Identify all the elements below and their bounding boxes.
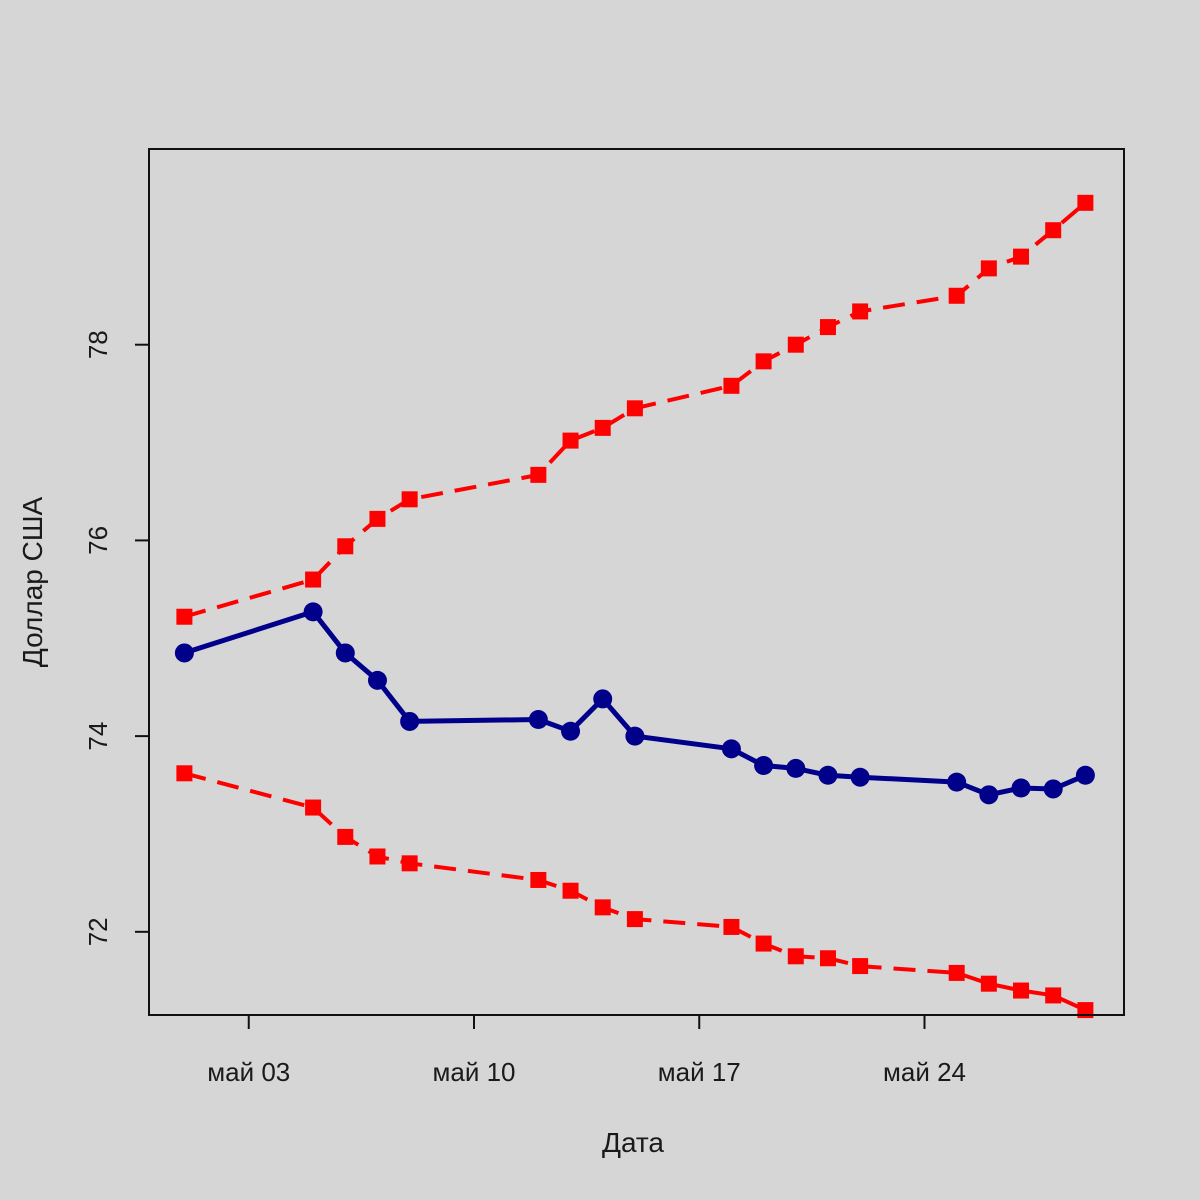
data-point-upper (369, 510, 386, 527)
data-point-upper (305, 571, 322, 588)
data-point-forecast (335, 643, 355, 663)
data-point-upper (755, 353, 772, 370)
data-point-forecast (1075, 765, 1095, 785)
data-point-upper (1077, 194, 1094, 211)
data-point-upper (819, 319, 836, 336)
data-point-lower (1045, 987, 1062, 1004)
data-point-forecast (593, 689, 613, 709)
data-point-lower (1013, 982, 1030, 999)
data-point-forecast (786, 758, 806, 778)
data-point-forecast (174, 643, 194, 663)
data-point-lower (948, 964, 965, 981)
data-point-forecast (625, 726, 645, 746)
data-point-lower (562, 882, 579, 899)
data-point-lower (401, 855, 418, 872)
data-point-upper (401, 491, 418, 508)
data-point-lower (723, 918, 740, 935)
data-point-forecast (979, 785, 999, 805)
data-point-upper (948, 287, 965, 304)
data-point-lower (337, 828, 354, 845)
data-point-forecast (721, 739, 741, 759)
data-point-upper (723, 377, 740, 394)
y-tick-label: 72 (83, 917, 113, 946)
data-point-lower (819, 950, 836, 967)
y-tick-label: 76 (83, 526, 113, 555)
data-point-lower (980, 975, 997, 992)
series-line-forecast (183, 609, 1087, 798)
data-point-forecast (303, 602, 323, 622)
data-point-lower (787, 948, 804, 965)
data-point-forecast (561, 721, 581, 741)
data-point-upper (980, 260, 997, 277)
data-point-forecast (367, 670, 387, 690)
data-point-upper (852, 303, 869, 320)
data-point-forecast (754, 755, 774, 775)
y-tick-label: 78 (83, 330, 113, 359)
data-point-lower (755, 935, 772, 952)
data-point-upper (1045, 222, 1062, 239)
data-point-forecast (1011, 778, 1031, 798)
data-point-lower (594, 899, 611, 916)
data-point-forecast (400, 711, 420, 731)
data-point-lower (530, 871, 547, 888)
y-axis-title: Доллар США (17, 496, 48, 667)
data-point-upper (562, 432, 579, 449)
data-point-upper (530, 466, 547, 483)
data-point-lower (305, 799, 322, 816)
data-point-forecast (818, 765, 838, 785)
data-point-forecast (850, 767, 870, 787)
data-point-forecast (947, 772, 967, 792)
data-point-lower (176, 765, 193, 782)
x-tick-label: май 17 (658, 1057, 741, 1087)
data-point-upper (1013, 248, 1030, 265)
data-point-upper (626, 400, 643, 417)
data-point-upper (176, 608, 193, 625)
data-point-lower (626, 911, 643, 928)
series-forecast (174, 602, 1095, 805)
data-point-upper (594, 419, 611, 436)
y-tick-label: 74 (83, 722, 113, 751)
plot-frame (148, 148, 1125, 1016)
x-tick-label: май 24 (883, 1057, 966, 1087)
series-lower (176, 765, 1094, 1019)
data-point-forecast (528, 709, 548, 729)
data-point-lower (369, 848, 386, 865)
series-upper (176, 194, 1094, 625)
data-point-forecast (1043, 779, 1063, 799)
x-axis-title: Дата (602, 1127, 664, 1158)
data-point-upper (337, 538, 354, 555)
data-point-upper (787, 336, 804, 353)
x-tick-label: май 10 (432, 1057, 515, 1087)
x-tick-label: май 03 (207, 1057, 290, 1087)
data-point-lower (852, 958, 869, 975)
